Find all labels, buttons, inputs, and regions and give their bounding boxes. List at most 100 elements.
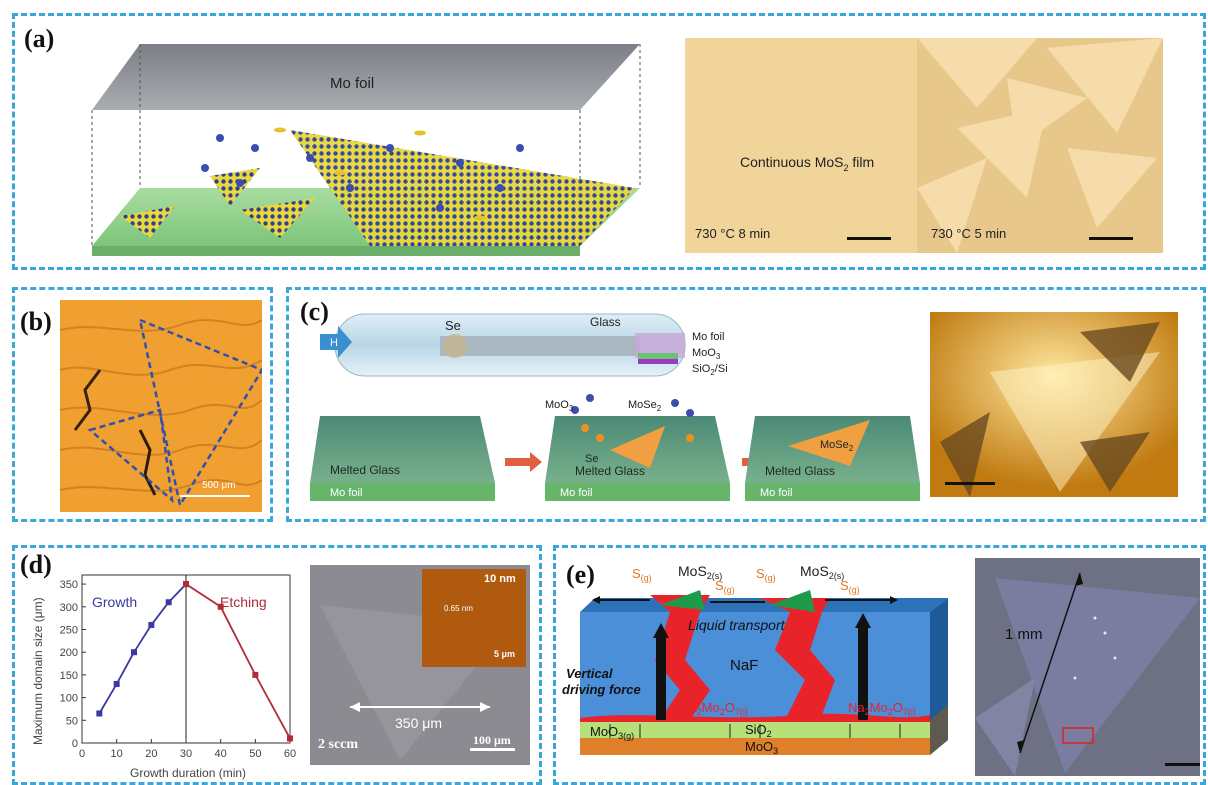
svg-text:Melted Glass: Melted Glass	[330, 463, 400, 477]
svg-text:S(g): S(g)	[715, 578, 735, 595]
x-tick-label: 50	[249, 748, 261, 760]
data-point-growth	[131, 649, 137, 656]
small-domain	[240, 198, 315, 238]
series-line-growth	[98, 583, 187, 714]
svg-text:Se: Se	[445, 318, 461, 333]
y-tick-label: 250	[60, 624, 78, 636]
naf-label: NaF	[730, 657, 758, 674]
svg-text:Mo foil: Mo foil	[760, 487, 792, 499]
liquid-transport-label: Liquid transport	[688, 617, 786, 633]
inset-step-label: 0.65 nm	[444, 604, 473, 613]
panel-e-image: 1 mm	[975, 558, 1200, 776]
image-scalebar-label: 100 μm	[473, 733, 511, 747]
series-line-etching	[185, 583, 291, 739]
panel-c-label: (c)	[300, 297, 329, 326]
y-axis-label: Maximum domain size (μm)	[31, 597, 45, 745]
step1-glass	[310, 416, 495, 483]
svg-text:MoO3(g): MoO3(g)	[590, 724, 634, 741]
svg-text:MoO3: MoO3	[745, 739, 778, 756]
etching-label: Etching	[220, 594, 267, 610]
svg-text:MoSe2: MoSe2	[628, 399, 662, 413]
svg-text:S(g): S(g)	[840, 578, 860, 595]
x-tick-label: 10	[111, 748, 123, 760]
panel-a-schematic: Mo foil	[91, 44, 641, 256]
data-point-etching	[252, 671, 259, 678]
image-arrow-label: 350 μm	[395, 715, 442, 731]
panel-c-schematic: H Se Glass Mo foil MoO3 SiO2/Si Melted G…	[310, 313, 920, 501]
data-point-growth	[165, 599, 172, 606]
y-tick-label: 350	[60, 579, 78, 591]
x-tick-label: 40	[215, 748, 227, 760]
data-point-growth	[148, 621, 155, 628]
svg-text:SiO2/Si: SiO2/Si	[692, 363, 728, 377]
svg-text:Mo foil: Mo foil	[560, 487, 592, 499]
y-tick-label: 200	[60, 647, 78, 659]
svg-text:Na2Mo2O7(l): Na2Mo2O7(l)	[848, 700, 916, 717]
data-point-growth	[96, 710, 103, 717]
panel-e-schematic: S(g) MoS2(s) S(g) S(g) MoS2(s) S(g) Liqu…	[562, 563, 948, 756]
panel-d-label: (d)	[20, 550, 52, 579]
svg-text:Se: Se	[585, 453, 598, 465]
x-tick-label: 20	[145, 748, 157, 760]
panel-e-image-label: 1 mm	[1005, 626, 1043, 643]
panel-b-label: (b)	[20, 307, 52, 336]
svg-text:Melted Glass: Melted Glass	[575, 464, 645, 478]
scalebar	[847, 237, 891, 240]
panel-a-image-8min: Continuous MoS2 film 730 °C 8 min	[685, 38, 917, 253]
panel-b-image: 500 μm	[60, 300, 262, 512]
x-tick-label: 30	[180, 748, 192, 760]
data-point-etching	[217, 603, 224, 610]
svg-text:driving force: driving force	[562, 682, 641, 697]
growth-label: Growth	[92, 594, 137, 610]
data-point-etching	[183, 581, 189, 588]
x-tick-label: 60	[284, 748, 296, 760]
svg-text:Mo foil: Mo foil	[330, 487, 362, 499]
mo-foil-sheet	[92, 44, 640, 110]
inset-scalebar-label: 5 μm	[494, 649, 516, 659]
svg-text:Na2Mo2O7(l): Na2Mo2O7(l)	[680, 700, 748, 717]
y-tick-label: 0	[72, 738, 78, 750]
data-point-etching	[287, 735, 293, 742]
y-tick-label: 50	[66, 715, 78, 727]
svg-text:MoO3: MoO3	[692, 347, 721, 361]
svg-text:Melted Glass: Melted Glass	[765, 464, 835, 478]
panel-e-label: (e)	[566, 560, 595, 589]
mo-foil-label: Mo foil	[330, 75, 374, 92]
growth-chart: 0 10 20 30 40 50 60 0 50 100 150 200 250 300 350 Growt…	[31, 574, 296, 780]
y-tick-label: 300	[60, 602, 78, 614]
panel-a-image-5min: 730 °C 5 min	[917, 38, 1163, 253]
image-gas-label: 2 sccm	[318, 737, 359, 752]
large-domain	[290, 130, 635, 246]
svg-text:MoSe2: MoSe2	[820, 439, 854, 453]
image-5min-caption: 730 °C 5 min	[931, 226, 1007, 241]
scalebar	[1089, 237, 1133, 240]
svg-text:S(g): S(g)	[632, 566, 652, 583]
panel-d	[12, 545, 542, 785]
svg-text:Glass: Glass	[590, 315, 621, 329]
afm-inset: 10 nm 0.65 nm 5 μm	[422, 569, 526, 667]
svg-text:MoS2(s): MoS2(s)	[678, 563, 722, 581]
panel-b-scalebar-label: 500 μm	[202, 480, 236, 491]
x-axis-label: Growth duration (min)	[130, 766, 246, 780]
panel-d-image: 10 nm 0.65 nm 5 μm 350 μm 2 sccm 100 μm	[310, 565, 530, 765]
svg-text:MoS2(s): MoS2(s)	[800, 563, 844, 581]
panel-e	[553, 545, 1206, 785]
y-tick-label: 100	[60, 693, 78, 705]
naf-block	[580, 612, 930, 720]
image-8min-caption: 730 °C 8 min	[695, 226, 771, 241]
svg-text:SiO2: SiO2	[745, 722, 772, 739]
svg-text:Vertical: Vertical	[566, 666, 613, 681]
svg-text:Mo foil: Mo foil	[692, 331, 724, 343]
svg-text:MoO3: MoO3	[545, 399, 574, 413]
small-domain	[210, 168, 260, 206]
small-domain	[120, 206, 175, 238]
x-tick-label: 0	[79, 748, 85, 760]
svg-text:S(g): S(g)	[756, 566, 776, 583]
inset-top-label: 10 nm	[484, 573, 516, 585]
panel-b	[12, 287, 273, 522]
data-point-growth	[113, 680, 120, 687]
panel-c	[286, 287, 1206, 522]
svg-text:H: H	[330, 337, 338, 349]
panel-c-image	[930, 312, 1178, 497]
panel-a-label: (a)	[24, 24, 55, 53]
